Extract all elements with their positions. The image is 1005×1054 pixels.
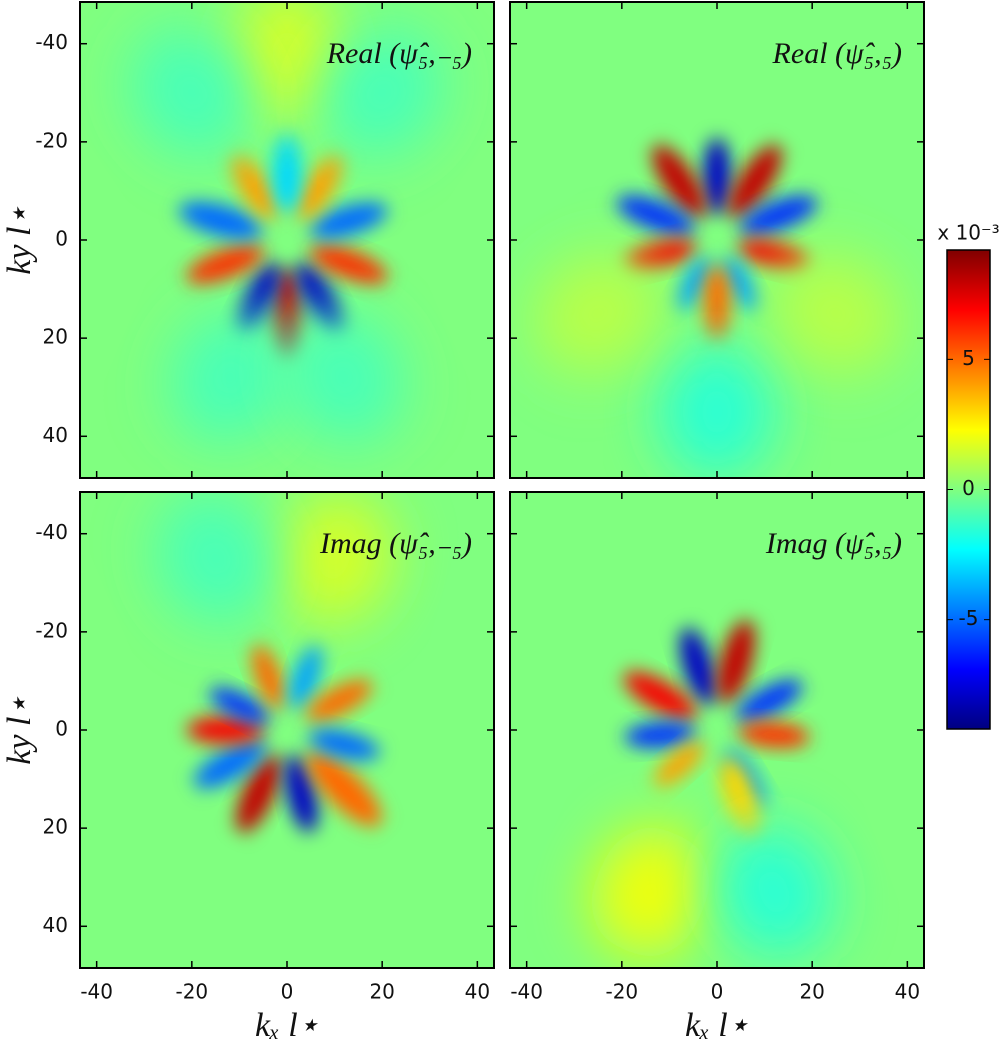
- panel-title: Imag (ψ̂₅,₋₅): [319, 527, 472, 560]
- lobe: [186, 716, 264, 744]
- lobe: [703, 265, 731, 343]
- lobe: [719, 757, 762, 841]
- x-tick-label: -20: [605, 980, 638, 1004]
- lobe: [186, 244, 264, 285]
- lobe: [738, 239, 810, 271]
- lobe: [289, 643, 323, 709]
- x-tick-label: 20: [369, 980, 394, 1004]
- y-tick-label: 40: [43, 423, 68, 447]
- colorbar-tick-label: -5: [959, 606, 979, 630]
- lobe: [321, 28, 443, 157]
- x-tick-label: 0: [711, 980, 724, 1004]
- lobe: [675, 257, 712, 312]
- y-tick-label: -20: [35, 128, 68, 152]
- x-tick-label: -40: [80, 980, 113, 1004]
- y-tick-label: 20: [43, 325, 68, 349]
- lobe: [156, 493, 275, 624]
- lobe: [308, 729, 380, 761]
- x-tick-label: 40: [465, 980, 490, 1004]
- lobe: [251, 643, 285, 709]
- lobe: [271, 269, 303, 358]
- lobe: [276, 492, 393, 625]
- y-tick-label: 20: [43, 815, 68, 839]
- lobe: [171, 312, 289, 443]
- y-tick-label: 0: [55, 717, 68, 741]
- panel-title: Real (ψ̂₅,₅): [772, 37, 902, 70]
- colorbar-tick-label: 0: [962, 476, 975, 500]
- lobe: [771, 253, 901, 374]
- lobe: [722, 257, 759, 312]
- lobe: [306, 751, 382, 827]
- y-tick-label: -40: [35, 520, 68, 544]
- lobe: [230, 152, 278, 220]
- lobe: [285, 312, 403, 443]
- colorbar-tick-label: 5: [962, 346, 975, 370]
- lobe: [703, 137, 731, 215]
- lobe: [272, 129, 302, 213]
- y-tick-label: 40: [43, 913, 68, 937]
- heatmap: [80, 2, 494, 478]
- x-tick-label: 40: [895, 980, 920, 1004]
- lobe: [310, 244, 388, 285]
- lobe: [715, 826, 833, 958]
- lobe: [591, 826, 710, 958]
- y-tick-label: -40: [35, 30, 68, 54]
- lobe: [533, 253, 663, 374]
- x-tick-label: -20: [175, 980, 208, 1004]
- lobe: [131, 28, 253, 157]
- lobe: [652, 144, 706, 218]
- y-axis-label: ky l⋆: [1, 205, 38, 274]
- lobe: [229, 2, 345, 121]
- y-tick-label: -20: [35, 618, 68, 642]
- lobe: [209, 687, 270, 724]
- lobe: [616, 195, 694, 236]
- heatmap: [510, 2, 924, 478]
- lobe: [736, 679, 803, 722]
- lobe: [178, 201, 262, 240]
- lobe: [624, 239, 696, 271]
- x-tick-label: 0: [281, 980, 294, 1004]
- colorbar-label: x 10⁻³: [937, 221, 999, 245]
- heatmap: [80, 492, 494, 968]
- panel-title: Real (ψ̂₅,₋₅): [326, 37, 472, 70]
- lobe: [193, 740, 267, 789]
- lobe: [679, 627, 716, 705]
- lobe: [236, 754, 281, 833]
- lobe: [740, 195, 818, 236]
- x-axis-label: kₓ l⋆: [685, 1007, 749, 1044]
- lobe: [659, 345, 775, 478]
- lobe: [310, 202, 388, 239]
- lobe: [654, 741, 704, 787]
- lobe: [624, 722, 696, 748]
- lobe: [285, 755, 318, 833]
- lobe: [717, 619, 755, 703]
- heatmap: [510, 492, 924, 968]
- x-axis-label: kₓ l⋆: [255, 1007, 319, 1044]
- x-tick-label: -40: [510, 980, 543, 1004]
- lobe: [738, 722, 810, 748]
- panel-title: Imag (ψ̂₅,₅): [765, 527, 902, 560]
- y-axis-label: ky l⋆: [1, 695, 38, 764]
- x-tick-label: 20: [799, 980, 824, 1004]
- lobe: [728, 144, 782, 218]
- lobe: [623, 671, 697, 720]
- lobe: [306, 679, 373, 722]
- y-tick-label: 0: [55, 227, 68, 251]
- lobe: [296, 152, 344, 220]
